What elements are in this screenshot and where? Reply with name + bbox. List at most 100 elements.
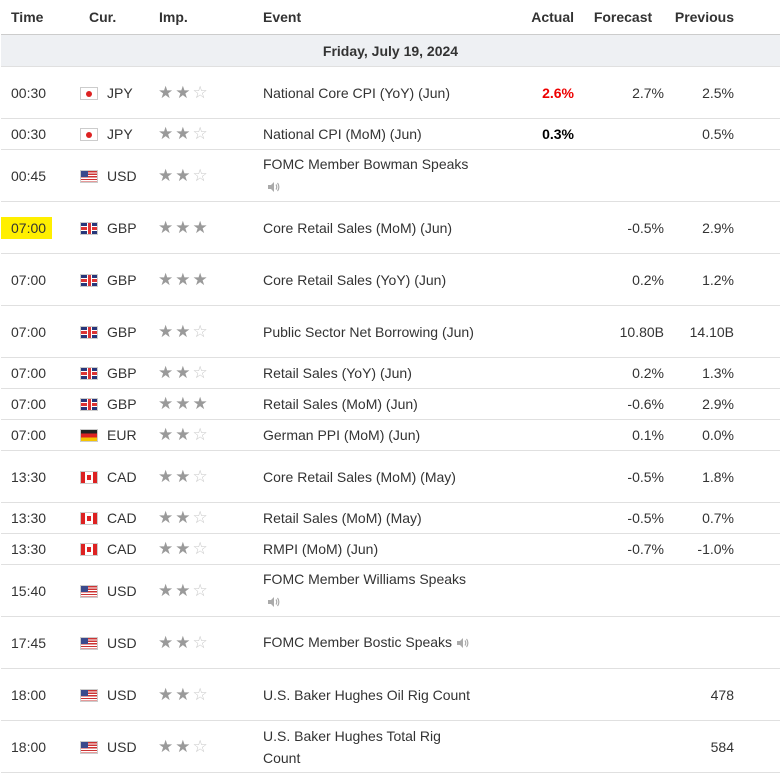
event-row[interactable]: 07:00 GBP ★★☆ Retail Sales (YoY) (Jun) 0.2% 1… xyxy=(1,357,780,389)
event-actual xyxy=(493,668,582,721)
event-previous: 0.7% xyxy=(672,502,780,534)
importance-star-icon: ★ xyxy=(158,363,176,382)
event-link[interactable]: Core Retail Sales (YoY) (Jun) xyxy=(263,271,447,288)
event-row[interactable]: 00:45 USD ★★☆ FOMC Member Bowman Speaks xyxy=(1,149,780,202)
event-row[interactable]: 07:00 GBP ★★★ Retail Sales (MoM) (Jun) -0.6%… xyxy=(1,388,780,420)
event-name[interactable]: Core Retail Sales (YoY) (Jun) xyxy=(263,253,493,306)
event-name[interactable]: FOMC Member Williams Speaks xyxy=(263,564,493,617)
event-name[interactable]: FOMC Member Bostic Speaks xyxy=(263,616,493,669)
event-forecast: -0.7% xyxy=(582,533,672,565)
event-importance: ★★★ xyxy=(157,201,263,254)
us-flag-icon xyxy=(81,585,97,597)
event-name[interactable]: Retail Sales (MoM) (May) xyxy=(263,502,493,534)
event-row[interactable]: 13:30 CAD ★★☆ Core Retail Sales (MoM) (May)… xyxy=(1,450,780,503)
event-link[interactable]: Retail Sales (MoM) (Jun) xyxy=(263,396,418,412)
event-currency: CAD xyxy=(79,533,157,565)
event-previous: 2.9% xyxy=(672,201,780,254)
event-name[interactable]: National Core CPI (YoY) (Jun) xyxy=(263,66,493,119)
event-row[interactable]: 17:45 USD ★★☆ FOMC Member Bostic Speaks xyxy=(1,616,780,669)
event-importance: ★★☆ xyxy=(157,118,263,150)
event-importance: ★★☆ xyxy=(157,533,263,565)
header-previous[interactable]: Previous xyxy=(672,0,780,35)
event-name[interactable]: U.S. Baker Hughes Oil Rig Count xyxy=(263,668,493,721)
event-row[interactable]: 07:00 GBP ★★★ Core Retail Sales (YoY) (Jun)… xyxy=(1,253,780,306)
importance-star-icon: ★ xyxy=(175,269,193,289)
event-actual xyxy=(493,149,582,202)
header-importance[interactable]: Imp. xyxy=(157,0,263,35)
event-link[interactable]: RMPI (MoM) (Jun) xyxy=(263,541,379,557)
event-row[interactable]: 13:30 CAD ★★☆ Retail Sales (MoM) (May) -0.5%… xyxy=(1,502,780,534)
speaker-icon xyxy=(456,632,469,654)
event-link[interactable]: FOMC Member Bostic Speaks xyxy=(263,634,453,650)
event-currency: GBP xyxy=(79,305,157,358)
event-forecast: 0.2% xyxy=(582,253,672,306)
event-row[interactable]: 07:00 GBP ★★☆ Public Sector Net Borrowing (… xyxy=(1,305,780,358)
event-previous: 584 xyxy=(672,720,780,773)
event-row[interactable]: 18:00 USD ★★☆ U.S. Baker Hughes Oil Rig Cou… xyxy=(1,668,780,721)
event-name[interactable]: U.S. Baker Hughes Total Rig Count xyxy=(263,720,493,773)
event-link[interactable]: Public Sector Net Borrowing (Jun) xyxy=(263,323,474,340)
event-name[interactable]: National CPI (MoM) (Jun) xyxy=(263,118,493,150)
event-time: 07:00 xyxy=(1,419,79,451)
event-link[interactable]: National Core CPI (YoY) (Jun) xyxy=(263,84,451,101)
importance-star-icon: ☆ xyxy=(192,466,210,486)
header-time[interactable]: Time xyxy=(1,0,79,35)
event-previous: 2.5% xyxy=(672,66,780,119)
event-forecast: -0.6% xyxy=(582,388,672,420)
event-row[interactable]: 13:30 CAD ★★☆ RMPI (MoM) (Jun) -0.7% -1.0% xyxy=(1,533,780,565)
importance-star-icon: ☆ xyxy=(192,508,210,527)
event-link[interactable]: FOMC Member Bowman Speaks xyxy=(263,156,469,172)
event-link[interactable]: U.S. Baker Hughes Total Rig Count xyxy=(263,727,441,766)
event-currency: JPY xyxy=(79,118,157,150)
event-actual xyxy=(493,305,582,358)
event-row[interactable]: 07:00 GBP ★★★ Core Retail Sales (MoM) (Jun)… xyxy=(1,201,780,254)
importance-star-icon: ★ xyxy=(158,736,176,756)
event-importance: ★★☆ xyxy=(157,66,263,119)
event-forecast: 2.7% xyxy=(582,66,672,119)
event-row[interactable]: 15:40 USD ★★☆ FOMC Member Williams Speaks xyxy=(1,564,780,617)
event-link[interactable]: Core Retail Sales (MoM) (May) xyxy=(263,468,456,485)
event-name[interactable]: FOMC Member Bowman Speaks xyxy=(263,149,493,202)
importance-star-icon: ★ xyxy=(175,508,193,527)
event-time: 13:30 xyxy=(1,502,79,534)
event-row[interactable]: 07:00 EUR ★★☆ German PPI (MoM) (Jun) 0.1% 0.0… xyxy=(1,419,780,451)
gb-flag-icon xyxy=(81,222,97,234)
header-currency[interactable]: Cur. xyxy=(79,0,157,35)
event-previous: 2.9% xyxy=(672,388,780,420)
event-importance: ★★☆ xyxy=(157,564,263,617)
event-name[interactable]: German PPI (MoM) (Jun) xyxy=(263,419,493,451)
header-event[interactable]: Event xyxy=(263,0,493,35)
event-link[interactable]: German PPI (MoM) (Jun) xyxy=(263,427,421,443)
event-link[interactable]: Retail Sales (MoM) (May) xyxy=(263,510,422,526)
event-link[interactable]: U.S. Baker Hughes Oil Rig Count xyxy=(263,686,470,703)
event-currency: GBP xyxy=(79,253,157,306)
event-name[interactable]: Core Retail Sales (MoM) (May) xyxy=(263,450,493,503)
event-forecast xyxy=(582,616,672,669)
event-row[interactable]: 18:00 USD ★★☆ U.S. Baker Hughes Total Rig C… xyxy=(1,720,780,773)
importance-star-icon: ★ xyxy=(175,684,193,704)
event-name[interactable]: Core Retail Sales (MoM) (Jun) xyxy=(263,201,493,254)
event-importance: ★★☆ xyxy=(157,720,263,773)
event-currency: JPY xyxy=(79,66,157,119)
event-link[interactable]: National CPI (MoM) (Jun) xyxy=(263,126,422,142)
header-forecast[interactable]: Forecast xyxy=(582,0,672,35)
event-name[interactable]: RMPI (MoM) (Jun) xyxy=(263,533,493,565)
event-link[interactable]: Core Retail Sales (MoM) (Jun) xyxy=(263,219,453,236)
event-actual xyxy=(493,357,582,389)
importance-star-icon: ★ xyxy=(175,425,193,444)
event-currency: CAD xyxy=(79,450,157,503)
event-link[interactable]: FOMC Member Williams Speaks xyxy=(263,571,467,587)
event-name[interactable]: Retail Sales (MoM) (Jun) xyxy=(263,388,493,420)
importance-star-icon: ☆ xyxy=(192,82,210,102)
event-time: 07:00 xyxy=(1,253,79,306)
header-actual[interactable]: Actual xyxy=(493,0,582,35)
event-name[interactable]: Public Sector Net Borrowing (Jun) xyxy=(263,305,493,358)
importance-star-icon: ☆ xyxy=(192,632,210,652)
importance-star-icon: ☆ xyxy=(192,363,210,382)
importance-star-icon: ★ xyxy=(158,684,176,704)
event-actual xyxy=(493,616,582,669)
event-row[interactable]: 00:30 JPY ★★☆ National Core CPI (YoY) (Jun)… xyxy=(1,66,780,119)
event-row[interactable]: 00:30 JPY ★★☆ National CPI (MoM) (Jun) 0.3% 0… xyxy=(1,118,780,150)
event-link[interactable]: Retail Sales (YoY) (Jun) xyxy=(263,365,412,381)
event-name[interactable]: Retail Sales (YoY) (Jun) xyxy=(263,357,493,389)
